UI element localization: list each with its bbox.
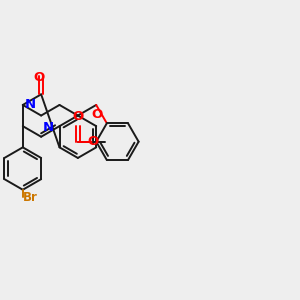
Text: Br: Br (23, 191, 38, 205)
Text: N: N (25, 98, 36, 111)
Text: O: O (33, 71, 44, 84)
Text: O: O (88, 135, 99, 148)
Text: N: N (43, 121, 54, 134)
Text: O: O (92, 109, 103, 122)
Text: O: O (73, 110, 84, 124)
